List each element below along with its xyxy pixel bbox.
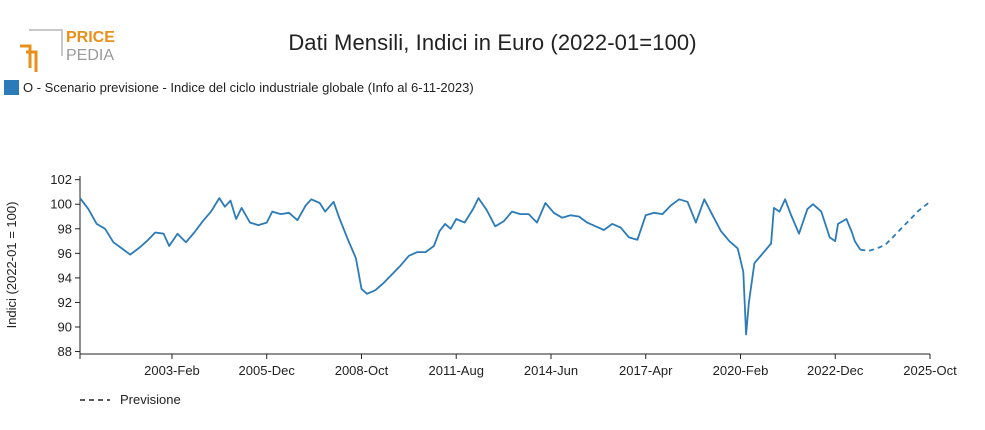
- pricepedia-logo: PRICE PEDIA: [18, 22, 128, 74]
- y-tick-label: 94: [58, 270, 72, 285]
- chart-title: Dati Mensili, Indici in Euro (2022-01=10…: [288, 30, 697, 55]
- y-tick-label: 92: [58, 295, 72, 310]
- x-tick-label: 2020-Feb: [713, 363, 769, 378]
- chart-series: [79, 197, 931, 336]
- x-tick-label: 2003-Feb: [144, 363, 200, 378]
- legend-series-entry[interactable]: O - Scenario previsione - Indice del cic…: [4, 80, 474, 95]
- y-tick-label: 90: [58, 319, 72, 334]
- x-tick-label: 2011-Aug: [429, 363, 484, 378]
- y-axis-label: Indici (2022-01 = 100): [4, 202, 19, 329]
- x-tick-label: 2005-Dec: [239, 363, 296, 378]
- x-tick-label: 2022-Dec: [807, 363, 864, 378]
- y-tick-label: 88: [58, 344, 72, 359]
- legend-swatch: [4, 80, 19, 95]
- x-tick-label: 2014-Jun: [524, 363, 578, 378]
- logo-text-pedia: PEDIA: [66, 47, 114, 64]
- y-tick-label: 96: [58, 246, 72, 261]
- forecast-line: [860, 201, 931, 252]
- chart-axes: 88 90 92 94 96 98 100 102 2003-Feb 2005-Dec 2008-O…: [50, 172, 957, 378]
- legend-forecast-label: Previsione: [120, 392, 181, 407]
- logo-text-price: PRICE: [66, 29, 115, 46]
- dashed-line-icon: [80, 398, 110, 401]
- y-tick-label: 102: [50, 172, 72, 187]
- pricepedia-logo-mark: PRICE PEDIA: [20, 29, 115, 72]
- x-tick-label: 2008-Oct: [335, 363, 389, 378]
- y-tick-label: 100: [50, 197, 72, 212]
- x-tick-label: 2017-Apr: [619, 363, 673, 378]
- legend-forecast-entry[interactable]: Previsione: [80, 392, 181, 407]
- x-tick-label: 2025-Oct: [903, 363, 957, 378]
- series-line: [79, 197, 862, 336]
- legend-series-label: O - Scenario previsione - Indice del cic…: [23, 80, 474, 95]
- y-tick-label: 98: [58, 221, 72, 236]
